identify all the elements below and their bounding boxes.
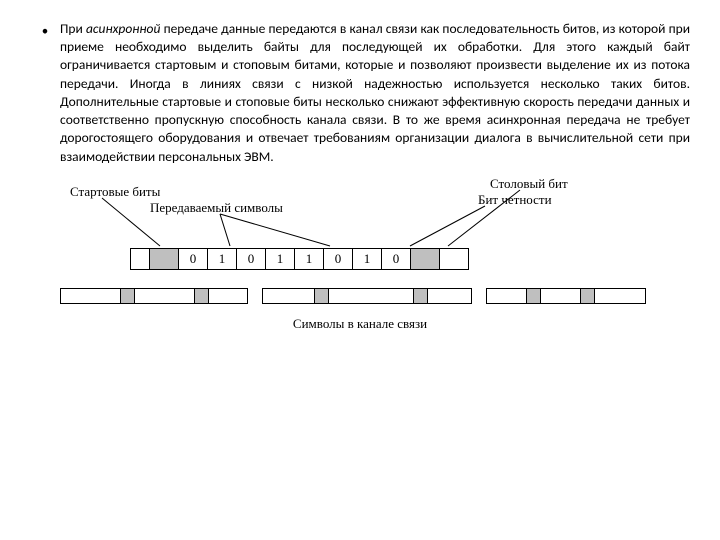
channel-seg [594, 288, 646, 304]
channel-seg [314, 288, 328, 304]
channel-seg [120, 288, 134, 304]
leader-lines [30, 184, 690, 254]
channel-seg [427, 288, 472, 304]
channel-seg [262, 288, 314, 304]
channel-seg [540, 288, 580, 304]
channel-seg [526, 288, 540, 304]
bullet: • [30, 20, 60, 166]
channel-seg [580, 288, 594, 304]
channel-chunk [262, 288, 472, 304]
channel-seg [194, 288, 208, 304]
channel-seg [208, 288, 248, 304]
para-pre: При [60, 20, 86, 37]
channel-seg [60, 288, 120, 304]
para-italic: асинхронной [86, 20, 160, 37]
channel-seg [328, 288, 413, 304]
bottom-row [60, 288, 690, 304]
paragraph: При асинхронной передаче данные передают… [60, 20, 690, 166]
diagram: Стартовые биты Передаваемый символы Стол… [30, 184, 690, 332]
label-channel-symbols: Символы в канале связи [30, 316, 690, 332]
channel-chunk [486, 288, 646, 304]
para-post: передаче данные передаются в канал связи… [60, 20, 690, 165]
channel-seg [134, 288, 194, 304]
top-labels: Стартовые биты Передаваемый символы Стол… [30, 184, 690, 242]
paragraph-row: • При асинхронной передаче данные переда… [30, 20, 690, 166]
channel-chunk [60, 288, 248, 304]
channel-seg [413, 288, 427, 304]
channel-seg [486, 288, 526, 304]
